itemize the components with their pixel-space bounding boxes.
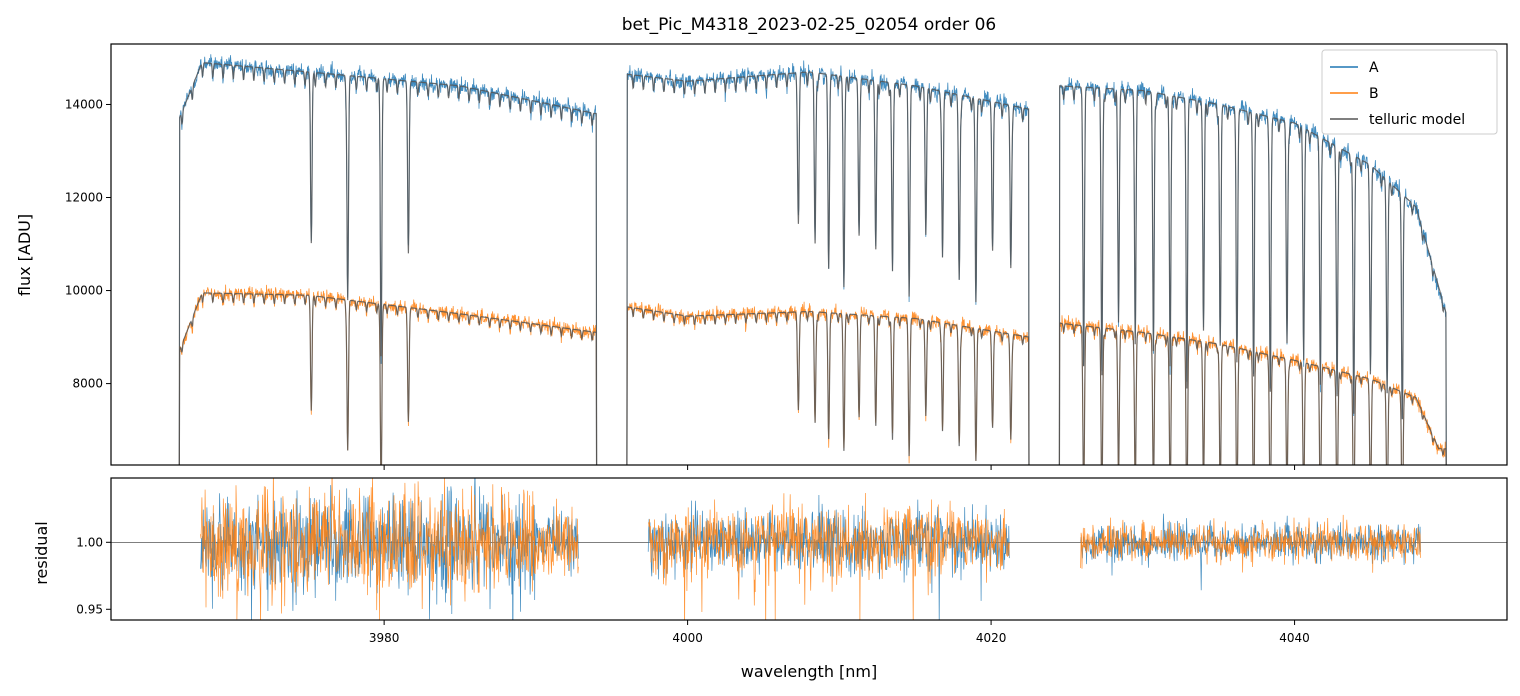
telluric-model-b-line (178, 292, 1447, 465)
telluric-model-a-line (178, 62, 1447, 465)
residual-tick-label: 0.95 (76, 602, 103, 616)
wavelength-tick-label: 4040 (1279, 631, 1310, 645)
flux-tick-label: 14000 (65, 97, 103, 111)
wavelength-axis-label: wavelength [nm] (741, 662, 878, 681)
legend-box (1321, 49, 1498, 135)
flux-panel: 8000 10000 12000 14000 flux [ADU] (15, 43, 1508, 470)
residual-panel-frame (110, 477, 1508, 621)
series-b-residual-line (200, 478, 1421, 620)
flux-tick-label: 12000 (65, 191, 103, 205)
wavelength-tick-label: 4020 (976, 631, 1007, 645)
flux-tick-label: 8000 (72, 377, 103, 391)
flux-panel-background (111, 44, 1507, 465)
legend-label-3: telluric model (1369, 112, 1465, 128)
legend-label-1: A (1369, 60, 1379, 76)
flux-tick-label: 10000 (65, 284, 103, 298)
wavelength-tick-label: 3980 (369, 631, 400, 645)
residual-panel: 0.95 1.00 3980 4000 4020 4040 residual wavel… (32, 477, 1508, 681)
residual-axis-label: residual (32, 521, 51, 584)
flux-panel-frame (110, 43, 1508, 466)
flux-axis-label: flux [ADU] (15, 214, 34, 296)
plot-title: bet_Pic_M4318_2023-02-25_02054 order 06 (622, 15, 996, 35)
residual-tick-label: 1.00 (76, 535, 103, 549)
wavelength-tick-label: 4000 (672, 631, 703, 645)
legend-label-2: B (1369, 86, 1379, 102)
